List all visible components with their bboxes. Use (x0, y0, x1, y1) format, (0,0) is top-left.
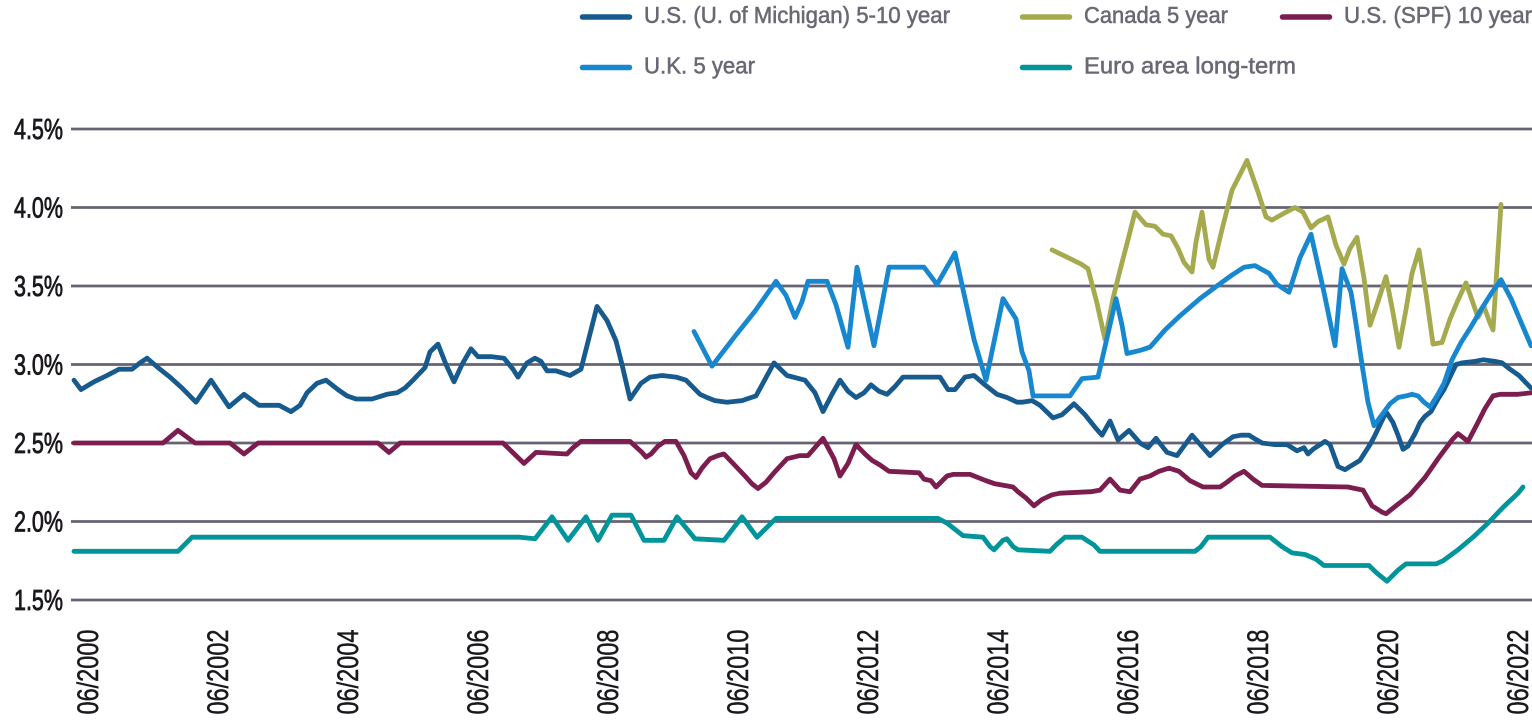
svg-text:U.K. 5 year: U.K. 5 year (644, 53, 755, 79)
svg-text:Euro area long-term: Euro area long-term (1084, 53, 1296, 79)
svg-text:Canada 5 year: Canada 5 year (1084, 2, 1228, 28)
svg-text:3.0%: 3.0% (14, 349, 63, 381)
svg-text:2.0%: 2.0% (14, 506, 63, 538)
svg-text:06/2004: 06/2004 (332, 630, 365, 715)
svg-text:06/2020: 06/2020 (1372, 630, 1405, 715)
svg-text:06/2008: 06/2008 (592, 630, 625, 715)
svg-text:06/2000: 06/2000 (72, 630, 105, 715)
svg-text:06/2012: 06/2012 (852, 630, 885, 715)
svg-text:U.S. (SPF) 10 year: U.S. (SPF) 10 year (1344, 2, 1532, 28)
svg-text:06/2006: 06/2006 (462, 630, 495, 715)
svg-text:1.5%: 1.5% (14, 585, 63, 617)
svg-text:4.5%: 4.5% (14, 114, 63, 146)
svg-text:U.S. (U. of Michigan) 5-10 yea: U.S. (U. of Michigan) 5-10 year (644, 2, 950, 28)
svg-text:3.5%: 3.5% (14, 271, 63, 303)
svg-text:06/2018: 06/2018 (1242, 630, 1275, 715)
svg-text:06/2022: 06/2022 (1502, 630, 1532, 715)
svg-text:2.5%: 2.5% (14, 428, 63, 460)
svg-text:06/2014: 06/2014 (982, 630, 1015, 715)
svg-text:4.0%: 4.0% (14, 192, 63, 224)
svg-text:06/2016: 06/2016 (1112, 630, 1145, 715)
svg-text:06/2002: 06/2002 (202, 630, 235, 715)
svg-text:06/2010: 06/2010 (722, 630, 755, 715)
